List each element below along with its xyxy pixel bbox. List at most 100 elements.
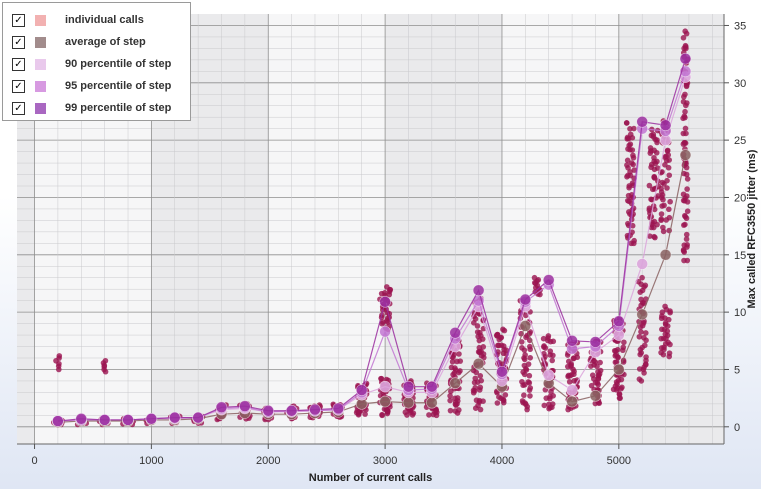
individual-call-point [681, 93, 687, 100]
y-tick-label: 30 [734, 78, 746, 90]
individual-call-point [545, 333, 552, 339]
individual-call-point [664, 177, 670, 184]
legend-swatch [35, 80, 46, 92]
individual-call-point [480, 344, 487, 350]
individual-call-point [630, 152, 636, 159]
average-point [636, 308, 648, 321]
individual-call-point [457, 368, 463, 374]
individual-call-point [626, 209, 632, 215]
individual-call-point [626, 184, 632, 191]
legend-label: individual calls [65, 14, 144, 26]
legend-checkbox[interactable]: ✓ [12, 13, 25, 27]
individual-call-point [542, 353, 548, 360]
p90-point [542, 369, 555, 382]
legend: ✓ individual calls ✓ average of step ✓ 9… [2, 2, 191, 121]
individual-call-point [661, 202, 667, 209]
individual-call-point [611, 347, 618, 354]
legend-item-individual[interactable]: ✓ individual calls [3, 9, 190, 31]
p99-point [379, 296, 391, 308]
p99-series-line [57, 58, 687, 422]
individual-call-point [682, 108, 688, 115]
p99-point [215, 401, 228, 414]
individual-call-point [589, 372, 596, 378]
p99-point [75, 412, 88, 425]
y-tick-label: 15 [734, 250, 746, 262]
individual-call-point [519, 345, 525, 351]
individual-call-point [639, 322, 646, 329]
individual-call-point [527, 343, 533, 350]
individual-call-point [495, 342, 501, 349]
individual-call-point [629, 229, 635, 235]
average-point [519, 320, 532, 332]
individual-call-point [618, 385, 624, 392]
average-point [449, 377, 462, 390]
p99-point [402, 380, 415, 393]
individual-call-point [526, 372, 533, 379]
legend-checkbox[interactable]: ✓ [12, 35, 25, 49]
legend-item-average[interactable]: ✓ average of step [3, 31, 190, 53]
legend-label: average of step [65, 36, 146, 48]
individual-call-point [472, 375, 479, 382]
legend-checkbox[interactable]: ✓ [12, 101, 25, 115]
individual-call-point [477, 373, 484, 379]
individual-call-point [362, 411, 368, 417]
legend-label: 99 percentile of step [65, 102, 172, 114]
individual-call-point [666, 157, 673, 163]
individual-call-point [647, 145, 654, 151]
individual-call-point [627, 131, 634, 138]
individual-call-point [480, 398, 486, 405]
individual-call-point [682, 221, 688, 228]
legend-swatch [35, 14, 46, 26]
legend-item-p95[interactable]: ✓ 95 percentile of step [3, 75, 190, 97]
chart-marks [51, 28, 692, 429]
individual-call-point [526, 387, 533, 393]
individual-call-point [522, 352, 528, 358]
individual-call-point [638, 329, 644, 335]
p99-point [542, 274, 555, 286]
individual-call-point [566, 379, 573, 385]
individual-call-point [565, 358, 572, 365]
individual-call-point [629, 147, 636, 153]
legend-label: 90 percentile of step [65, 58, 172, 70]
individual-call-point [615, 377, 622, 384]
individual-call-point [684, 208, 691, 214]
p99-point [239, 400, 251, 412]
x-tick-label: 3000 [373, 455, 397, 467]
legend-checkbox[interactable]: ✓ [12, 57, 25, 71]
individual-call-point [666, 214, 673, 221]
individual-call-point [646, 182, 653, 189]
legend-swatch [35, 36, 46, 48]
individual-call-point [658, 216, 665, 222]
individual-call-point [638, 296, 644, 303]
individual-call-point [472, 384, 479, 391]
average-point [589, 390, 602, 402]
individual-call-point [659, 192, 666, 198]
individual-call-point [636, 333, 643, 340]
individual-call-point [402, 409, 409, 416]
individual-call-point [519, 378, 525, 385]
individual-call-point [659, 326, 665, 333]
p95-point [379, 325, 391, 338]
individual-call-point [378, 375, 384, 382]
individual-call-point [684, 193, 690, 199]
p99-point [472, 284, 485, 297]
individual-call-point [664, 185, 670, 191]
individual-call-point [664, 148, 671, 154]
individual-call-point [660, 224, 666, 231]
individual-call-point [651, 174, 657, 181]
p99-point [145, 412, 158, 425]
p99-point [332, 402, 345, 415]
legend-checkbox[interactable]: ✓ [12, 79, 25, 93]
legend-item-p99[interactable]: ✓ 99 percentile of step [3, 97, 190, 119]
individual-call-point [641, 334, 647, 341]
axes: 0 1000 2000 3000 4000 5000 0 5 10 15 20 25 30 35 [17, 14, 746, 467]
individual-call-point [658, 185, 664, 192]
legend-item-p90[interactable]: ✓ 90 percentile of step [3, 53, 190, 75]
individual-call-point [621, 339, 627, 346]
individual-call-point [478, 353, 485, 359]
individual-call-point [531, 274, 538, 281]
p99-point [52, 415, 64, 427]
average-point [659, 249, 672, 261]
individual-call-point [597, 359, 603, 366]
